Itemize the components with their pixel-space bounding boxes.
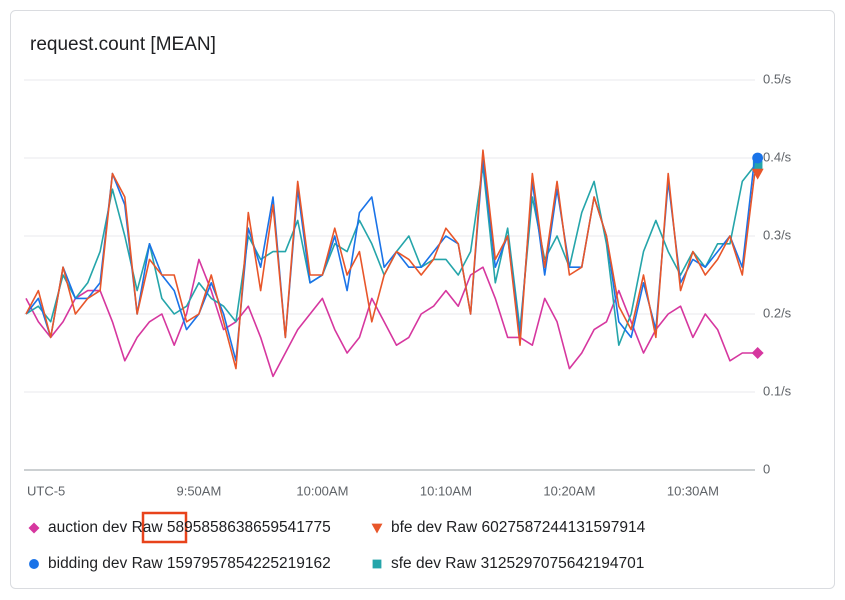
legend-label: sfe dev Raw 3125297075642194701 — [391, 555, 644, 572]
y-tick-label: 0.3/s — [763, 227, 792, 242]
legend-label: auction dev Raw 5895858638659541775 — [48, 519, 331, 536]
end-marker — [752, 161, 763, 171]
x-tick-label: 9:50AM — [176, 483, 221, 498]
end-marker — [752, 152, 764, 164]
x-tick-label: 10:10AM — [420, 483, 472, 498]
y-tick-label: 0.1/s — [763, 383, 792, 398]
legend-marker — [29, 559, 39, 569]
y-tick-label: 0.5/s — [763, 71, 792, 86]
card — [10, 10, 835, 589]
timezone-label: UTC-5 — [27, 483, 65, 498]
x-tick-label: 10:30AM — [667, 483, 719, 498]
legend-label: bidding dev Raw 1597957854225219162 — [48, 555, 331, 572]
highlight-box — [141, 511, 188, 544]
series-line — [25, 149, 756, 370]
x-tick-label: 10:00AM — [296, 483, 348, 498]
legend-marker — [28, 522, 40, 534]
legend-marker — [371, 523, 383, 534]
y-tick-label: 0.4/s — [763, 149, 792, 164]
chart-title: request.count [MEAN] — [30, 34, 216, 55]
end-marker — [751, 347, 764, 359]
series-line — [25, 157, 756, 362]
legend-label: bfe dev Raw 6027587244131597914 — [391, 519, 646, 536]
y-tick-label: 0.2/s — [763, 305, 792, 320]
x-tick-label: 10:20AM — [543, 483, 595, 498]
legend-marker — [372, 559, 382, 569]
y-tick-label: 0 — [763, 461, 770, 476]
end-marker — [751, 168, 764, 180]
